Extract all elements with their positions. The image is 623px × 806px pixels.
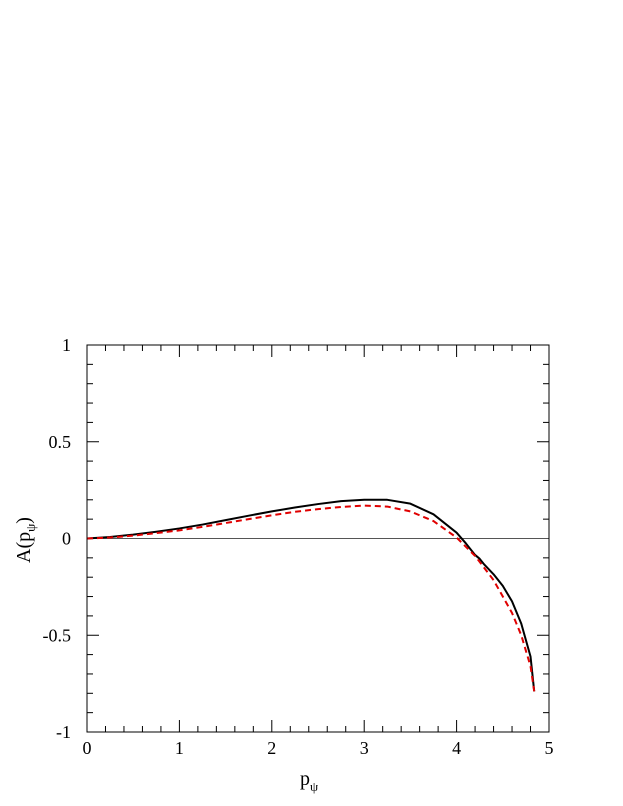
x-axis-label: pψ — [300, 768, 318, 794]
x-tick-label: 0 — [83, 738, 92, 758]
y-tick-label: 1 — [62, 335, 71, 355]
y-tick-label: 0.5 — [49, 432, 72, 452]
x-tick-label: 3 — [360, 738, 369, 758]
data-series — [86, 498, 536, 692]
y-tick-label: -0.5 — [43, 625, 72, 645]
x-tick-label: 5 — [545, 738, 554, 758]
plot-frame — [86, 344, 550, 733]
tick-marks — [86, 344, 550, 733]
x-tick-label: 1 — [175, 738, 184, 758]
series-line-2-dashed — [86, 504, 536, 692]
x-tick-label: 4 — [452, 738, 461, 758]
y-tick-labels: -1 -0.5 0 0.5 1 — [43, 335, 72, 742]
y-axis-label: A(pψ) — [13, 517, 38, 563]
x-tick-label: 2 — [267, 738, 276, 758]
y-tick-label: -1 — [56, 722, 71, 742]
x-tick-labels: 0 1 2 3 4 5 — [83, 738, 554, 758]
series-line-1-solid — [86, 498, 536, 692]
y-tick-label: 0 — [62, 529, 71, 549]
